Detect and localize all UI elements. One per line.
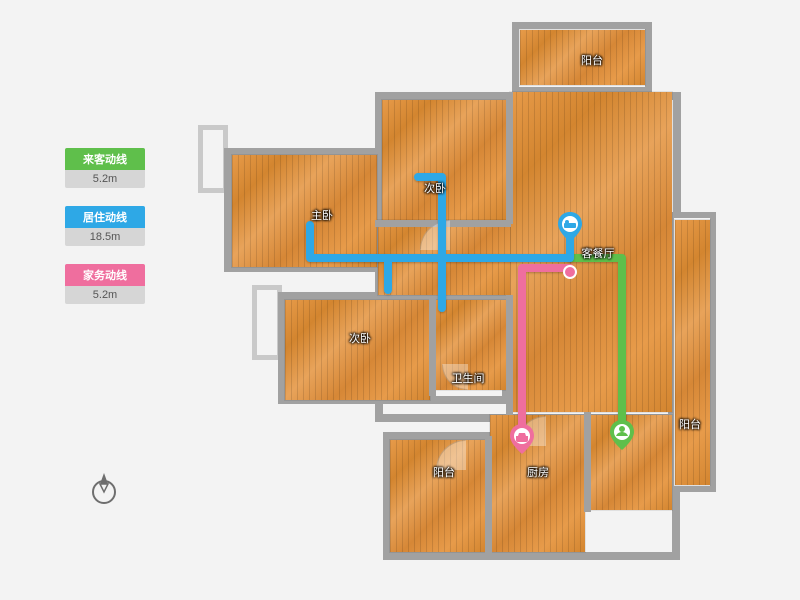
room-label-second-top: 次卧 (424, 180, 446, 196)
room-label-balcony-top: 阳台 (581, 52, 603, 68)
compass-icon (86, 470, 122, 506)
legend-value: 18.5m (65, 228, 145, 246)
room-label-second: 次卧 (349, 330, 371, 346)
room-label-balcony-bottom: 阳台 (433, 464, 455, 480)
room-label-balcony-right: 阳台 (679, 416, 701, 432)
room-label-master: 主卧 (311, 207, 333, 223)
path-guest (570, 258, 622, 440)
legend-item-chore: 家务动线 5.2m (65, 264, 145, 304)
node-pot-icon (510, 424, 534, 454)
path-living (310, 177, 570, 308)
legend-item-guest: 来客动线 5.2m (65, 148, 145, 188)
legend-value: 5.2m (65, 170, 145, 188)
node-entry-icon (610, 420, 634, 450)
legend-label: 家务动线 (65, 264, 145, 286)
node-join-icon (563, 265, 577, 279)
room-label-bathroom: 卫生间 (452, 370, 485, 386)
legend-item-living: 居住动线 18.5m (65, 206, 145, 246)
room-label-kitchen: 厨房 (527, 464, 549, 480)
floor-plan: 阳台 客餐厅 主卧 次卧 次卧 卫生间 阳台 厨房 阳台 (210, 20, 720, 580)
legend-label: 来客动线 (65, 148, 145, 170)
legend-value: 5.2m (65, 286, 145, 304)
legend: 来客动线 5.2m 居住动线 18.5m 家务动线 5.2m (65, 148, 145, 322)
node-bed-icon (558, 212, 582, 242)
path-chore (522, 268, 570, 446)
room-label-living: 客餐厅 (582, 245, 615, 261)
path-svg (210, 20, 720, 580)
legend-label: 居住动线 (65, 206, 145, 228)
